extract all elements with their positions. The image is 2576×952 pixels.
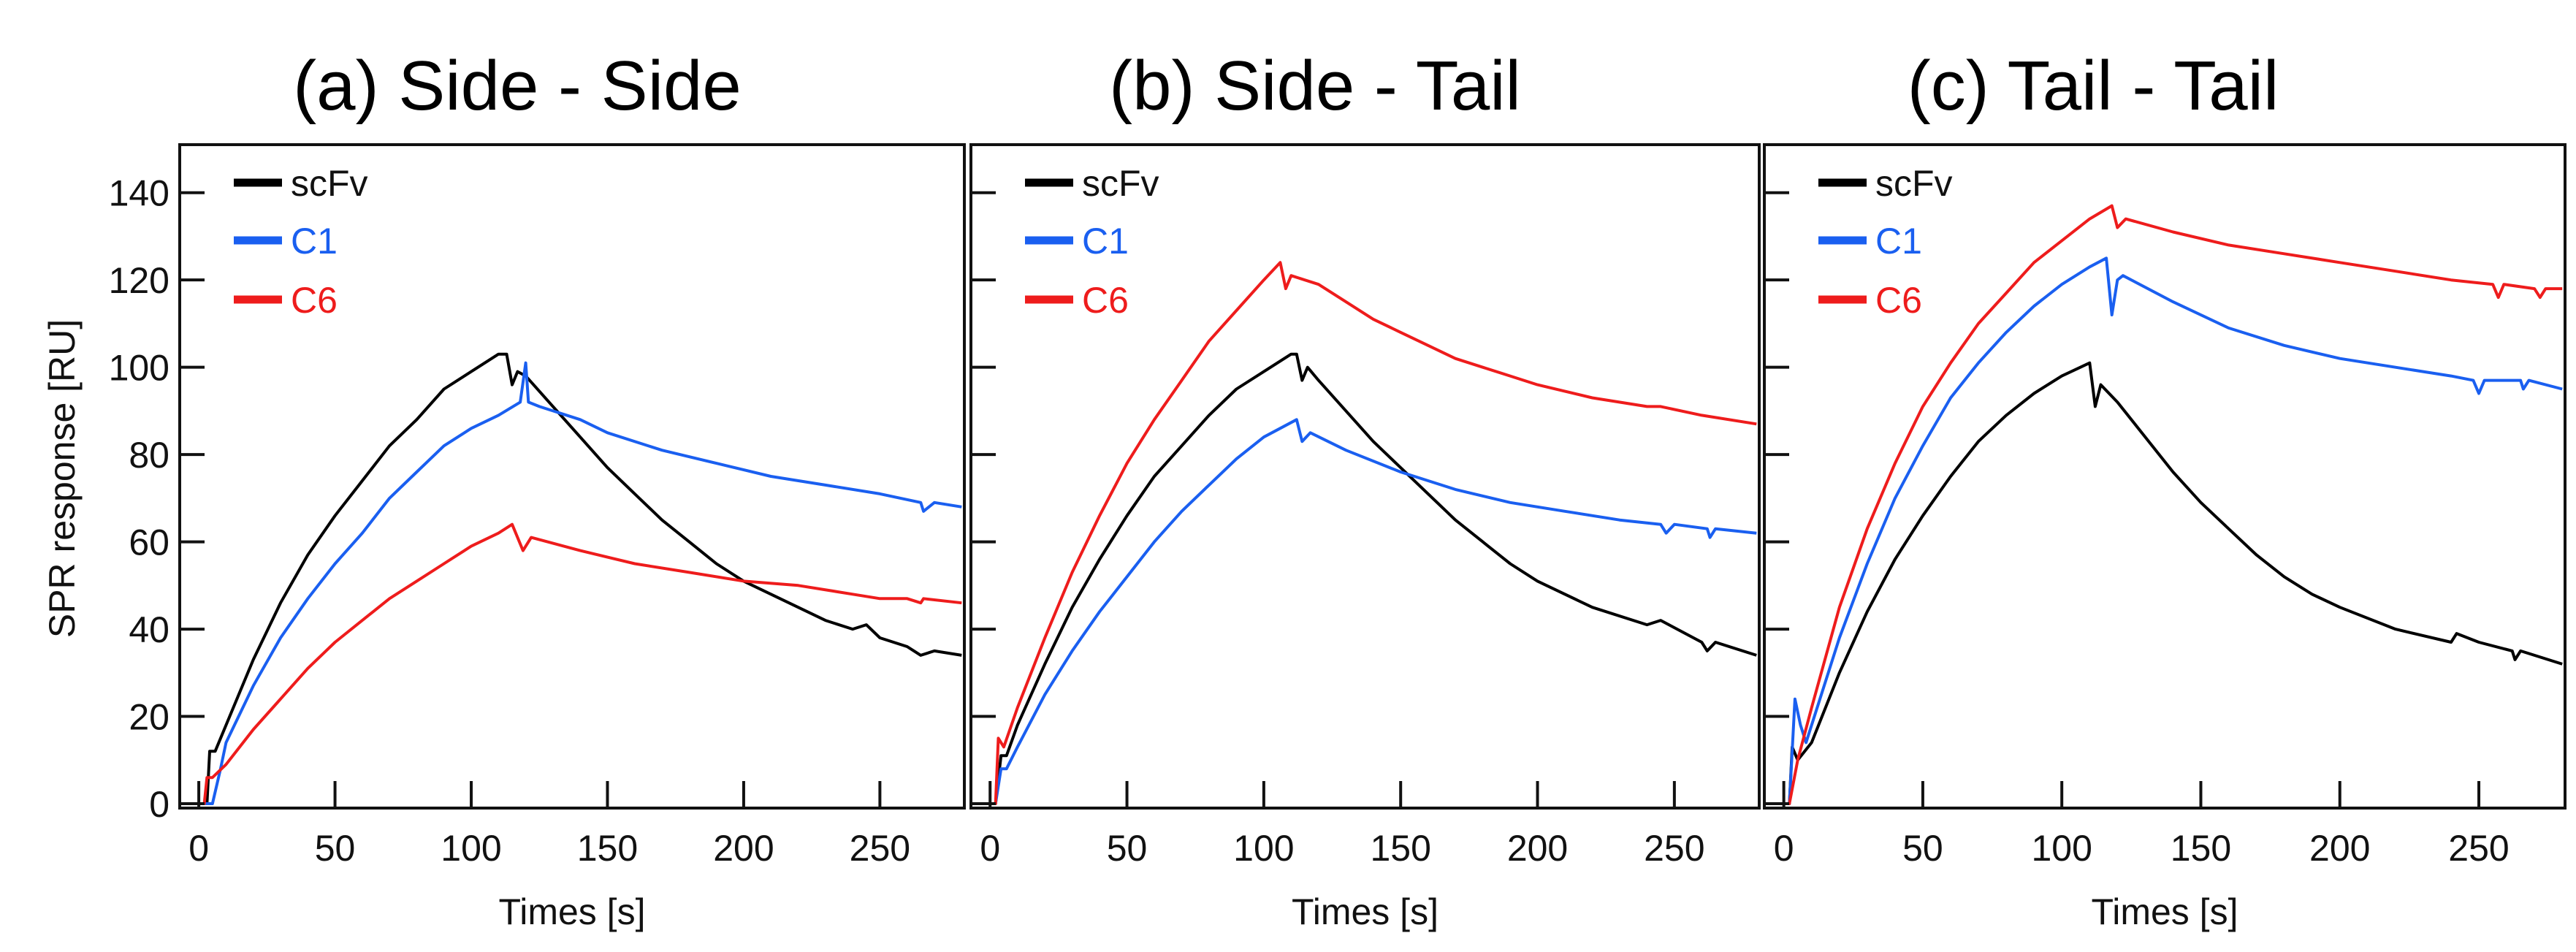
x-tick-label: 150 [2171, 828, 2231, 869]
legend-label-c1: C1 [291, 221, 338, 262]
x-tick-label: 0 [188, 828, 209, 869]
series-line-c6 [180, 522, 962, 805]
y-tick-label: 100 [109, 348, 169, 389]
series-line-scfv [971, 352, 1757, 805]
x-tick-label: 200 [1507, 828, 1568, 869]
legend-label-c1: C1 [1082, 221, 1129, 262]
series-line-c6 [971, 261, 1757, 805]
legend-label-c6: C6 [291, 280, 338, 321]
panel-title: (a) Side - Side [293, 47, 742, 125]
series-group [1764, 204, 2563, 805]
x-axis-label: Times [s] [1292, 891, 1438, 932]
y-tick-label: 20 [129, 697, 169, 738]
series-line-c1 [180, 361, 962, 805]
y-tick-label: 0 [149, 784, 169, 825]
y-tick-label: 120 [109, 260, 169, 301]
x-tick-label: 150 [1370, 828, 1430, 869]
y-tick-label: 40 [129, 609, 169, 650]
x-tick-label: 150 [577, 828, 638, 869]
series-line-c1 [1764, 256, 2563, 805]
panel-title: (b) Side - Tail [1109, 47, 1521, 125]
x-tick-label: 250 [850, 828, 910, 869]
plot-frame [178, 143, 966, 810]
y-axis-label: SPR response [RU] [42, 319, 83, 638]
panel-1: (b) Side - Tail 0 50 100 150 200 250 Times [s] s… [969, 47, 1761, 932]
series-line-scfv [1764, 361, 2563, 805]
plot-frame [1763, 143, 2567, 810]
panel-2: (c) Tail - Tail 0 50 100 150 200 250 Times [s] s… [1763, 47, 2567, 932]
legend-label-scfv: scFv [291, 163, 368, 204]
panel-0: (a) Side - Side 0 20 40 60 80 100 120 140 0 50 100 1… [42, 47, 966, 932]
x-axis-label: Times [s] [2092, 891, 2238, 932]
x-tick-label: 50 [1902, 828, 1943, 869]
series-group [180, 352, 962, 805]
x-tick-label: 100 [1233, 828, 1294, 869]
series-line-scfv [180, 352, 962, 805]
x-tick-label: 250 [1644, 828, 1704, 869]
panel-title: (c) Tail - Tail [1908, 47, 2279, 125]
series-line-c6 [1764, 204, 2563, 805]
x-tick-label: 50 [1107, 828, 1148, 869]
legend-label-scfv: scFv [1082, 163, 1159, 204]
y-tick-label: 80 [129, 435, 169, 476]
x-axis-label: Times [s] [499, 891, 646, 932]
series-line-c1 [971, 418, 1757, 805]
legend-label-c6: C6 [1875, 280, 1922, 321]
legend-label-c1: C1 [1875, 221, 1922, 262]
x-tick-label: 250 [2448, 828, 2509, 869]
x-tick-label: 100 [441, 828, 501, 869]
x-tick-label: 0 [1774, 828, 1794, 869]
x-tick-label: 100 [2031, 828, 2092, 869]
series-group [971, 261, 1757, 805]
x-tick-label: 200 [713, 828, 774, 869]
y-tick-label: 140 [109, 173, 169, 214]
x-tick-label: 200 [2309, 828, 2370, 869]
legend-label-c6: C6 [1082, 280, 1129, 321]
legend-label-scfv: scFv [1875, 163, 1953, 204]
y-tick-label: 60 [129, 522, 169, 563]
x-tick-label: 50 [315, 828, 356, 869]
x-tick-label: 0 [980, 828, 1000, 869]
plot-frame [969, 143, 1761, 810]
